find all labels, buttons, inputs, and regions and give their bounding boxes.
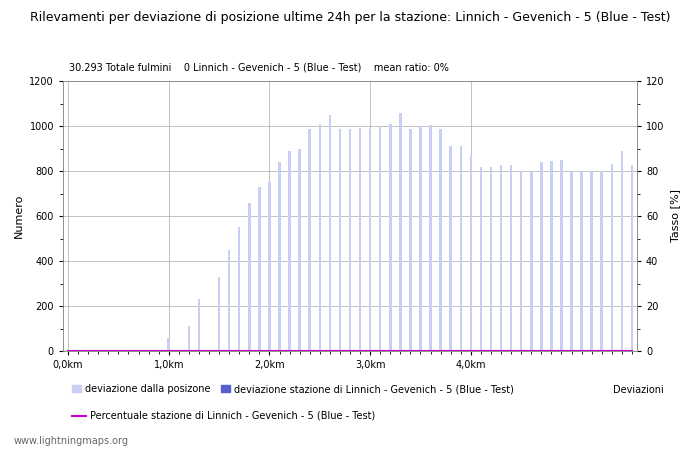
Bar: [530, 171, 533, 351]
Bar: [621, 151, 623, 351]
Bar: [440, 130, 442, 351]
Bar: [389, 124, 391, 351]
Bar: [288, 151, 290, 351]
Bar: [328, 115, 331, 351]
Bar: [459, 146, 462, 351]
Bar: [258, 187, 260, 351]
Bar: [520, 171, 522, 351]
Legend: deviazione dalla posizone, deviazione stazione di Linnich - Gevenich - 5 (Blue -: deviazione dalla posizone, deviazione st…: [68, 380, 518, 398]
Bar: [590, 171, 593, 351]
Bar: [369, 130, 372, 351]
Bar: [550, 161, 553, 351]
Bar: [601, 171, 603, 351]
Bar: [318, 124, 321, 351]
Text: 30.293 Totale fulmini    0 Linnich - Gevenich - 5 (Blue - Test)    mean ratio: 0: 30.293 Totale fulmini 0 Linnich - Geveni…: [69, 63, 449, 73]
Bar: [470, 155, 472, 351]
Bar: [228, 250, 230, 351]
Bar: [500, 166, 503, 351]
Bar: [197, 299, 200, 351]
Text: Rilevamenti per deviazione di posizione ultime 24h per la stazione: Linnich - Ge: Rilevamenti per deviazione di posizione …: [29, 11, 671, 24]
Bar: [309, 130, 311, 351]
Bar: [490, 166, 492, 351]
Bar: [540, 162, 542, 351]
Bar: [268, 182, 271, 351]
Bar: [298, 148, 301, 351]
Bar: [167, 338, 170, 351]
Bar: [248, 202, 251, 351]
Bar: [570, 171, 573, 351]
Y-axis label: Tasso [%]: Tasso [%]: [670, 189, 680, 243]
Text: Deviazioni: Deviazioni: [612, 385, 664, 395]
Bar: [510, 166, 512, 351]
Bar: [419, 126, 421, 351]
Bar: [238, 227, 241, 351]
Bar: [480, 166, 482, 351]
Bar: [188, 326, 190, 351]
Legend: Percentuale stazione di Linnich - Gevenich - 5 (Blue - Test): Percentuale stazione di Linnich - Geveni…: [68, 407, 379, 425]
Bar: [580, 171, 583, 351]
Bar: [610, 164, 613, 351]
Bar: [379, 126, 382, 351]
Text: www.lightningmaps.org: www.lightningmaps.org: [14, 436, 129, 446]
Bar: [410, 130, 412, 351]
Bar: [429, 125, 432, 351]
Bar: [349, 130, 351, 351]
Bar: [339, 130, 341, 351]
Bar: [449, 146, 452, 351]
Y-axis label: Numero: Numero: [14, 194, 24, 238]
Bar: [359, 128, 361, 351]
Bar: [399, 112, 402, 351]
Bar: [218, 277, 220, 351]
Bar: [560, 160, 563, 351]
Bar: [279, 162, 281, 351]
Bar: [631, 166, 634, 351]
